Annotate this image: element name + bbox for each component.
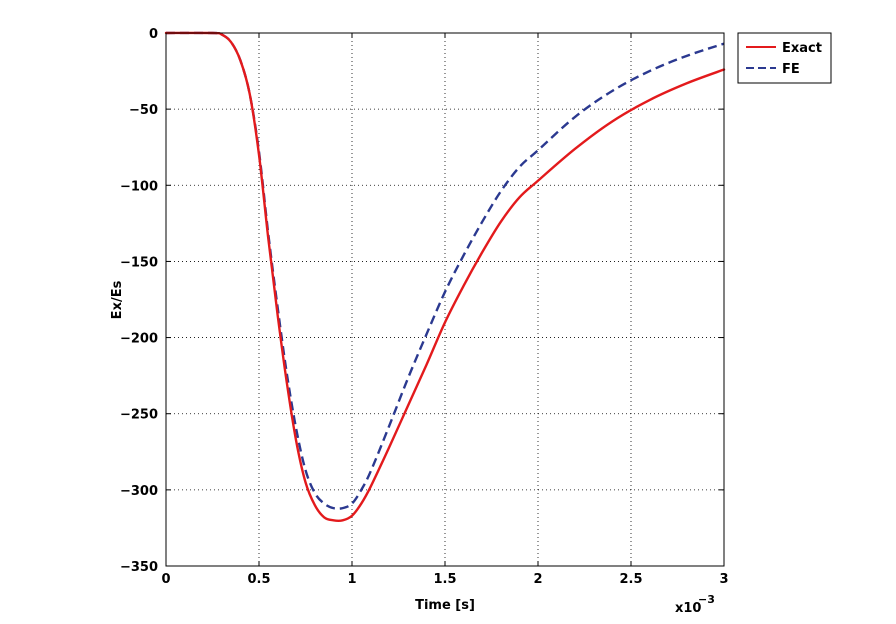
legend-label-exact: Exact <box>782 41 822 56</box>
x-axis-label: Time [s] <box>415 598 475 613</box>
x-tick-label: 1 <box>347 572 356 587</box>
grid <box>166 33 724 566</box>
x-tick-label: 0.5 <box>247 572 270 587</box>
axis-ticks: 0 0.5 1 1.5 2 2.5 3 0 −50 −100 −150 −200 −250 −300 −35… <box>120 27 729 587</box>
x-tick-label: 3 <box>719 572 728 587</box>
y-tick-label: −250 <box>120 408 158 423</box>
x-tick-label: 0 <box>161 572 170 587</box>
y-tick-label: −300 <box>120 484 158 499</box>
y-tick-label: −150 <box>120 255 158 270</box>
x-tick-label: 2.5 <box>619 572 642 587</box>
x-tick-label: 1.5 <box>433 572 456 587</box>
legend-box <box>737 32 832 84</box>
y-tick-label: −200 <box>120 332 158 347</box>
legend-label-fe: FE <box>782 62 800 77</box>
y-tick-label: −100 <box>120 179 158 194</box>
x-multiplier-exponent: −3 <box>698 593 715 606</box>
y-tick-label: −350 <box>120 560 158 575</box>
plot-frame <box>165 32 725 567</box>
series-layer <box>164 31 726 522</box>
y-tick-label: −50 <box>129 103 158 118</box>
y-axis-label: Ex/Es <box>110 280 125 319</box>
x-tick-label: 2 <box>533 572 542 587</box>
y-tick-label: 0 <box>149 27 158 42</box>
x-multiplier-base: x10 <box>675 601 701 616</box>
series-line-exact <box>164 31 726 522</box>
x-multiplier: x10 −3 <box>675 593 715 616</box>
legend: Exact FE <box>737 32 832 84</box>
